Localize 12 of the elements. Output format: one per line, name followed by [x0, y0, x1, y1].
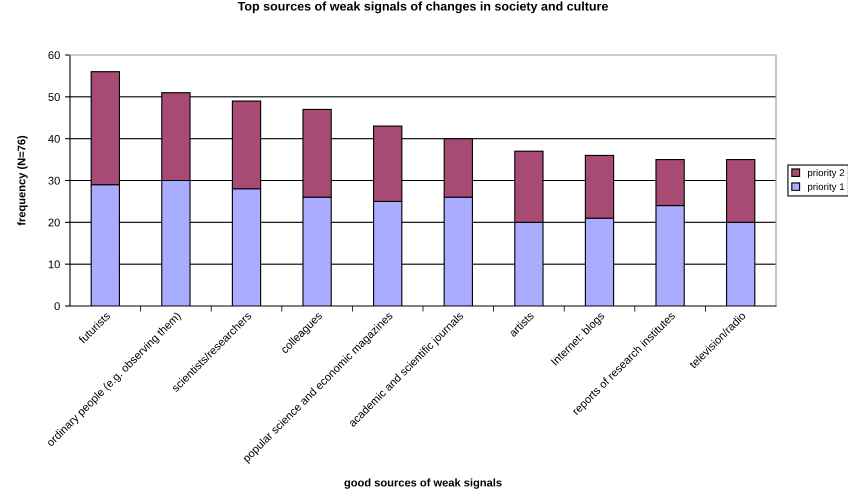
y-tick-label: 30	[48, 176, 60, 185]
chart-title: Top sources of weak signals of changes in society and culture	[238, 1, 608, 14]
y-tick-label: 50	[48, 93, 60, 101]
y-tick-label: 10	[48, 260, 60, 268]
y-tick-label: 40	[48, 134, 60, 143]
legend-label: priority 2	[808, 169, 844, 178]
y-tick-label: 20	[48, 218, 60, 226]
y-tick-label: 60	[48, 51, 60, 60]
y-axis-title: frequency (N=76)	[17, 136, 28, 226]
legend-label: priority 1	[808, 182, 844, 192]
y-tick-label: 0	[54, 302, 60, 310]
x-axis-title: good sources of weak signals	[344, 478, 502, 489]
